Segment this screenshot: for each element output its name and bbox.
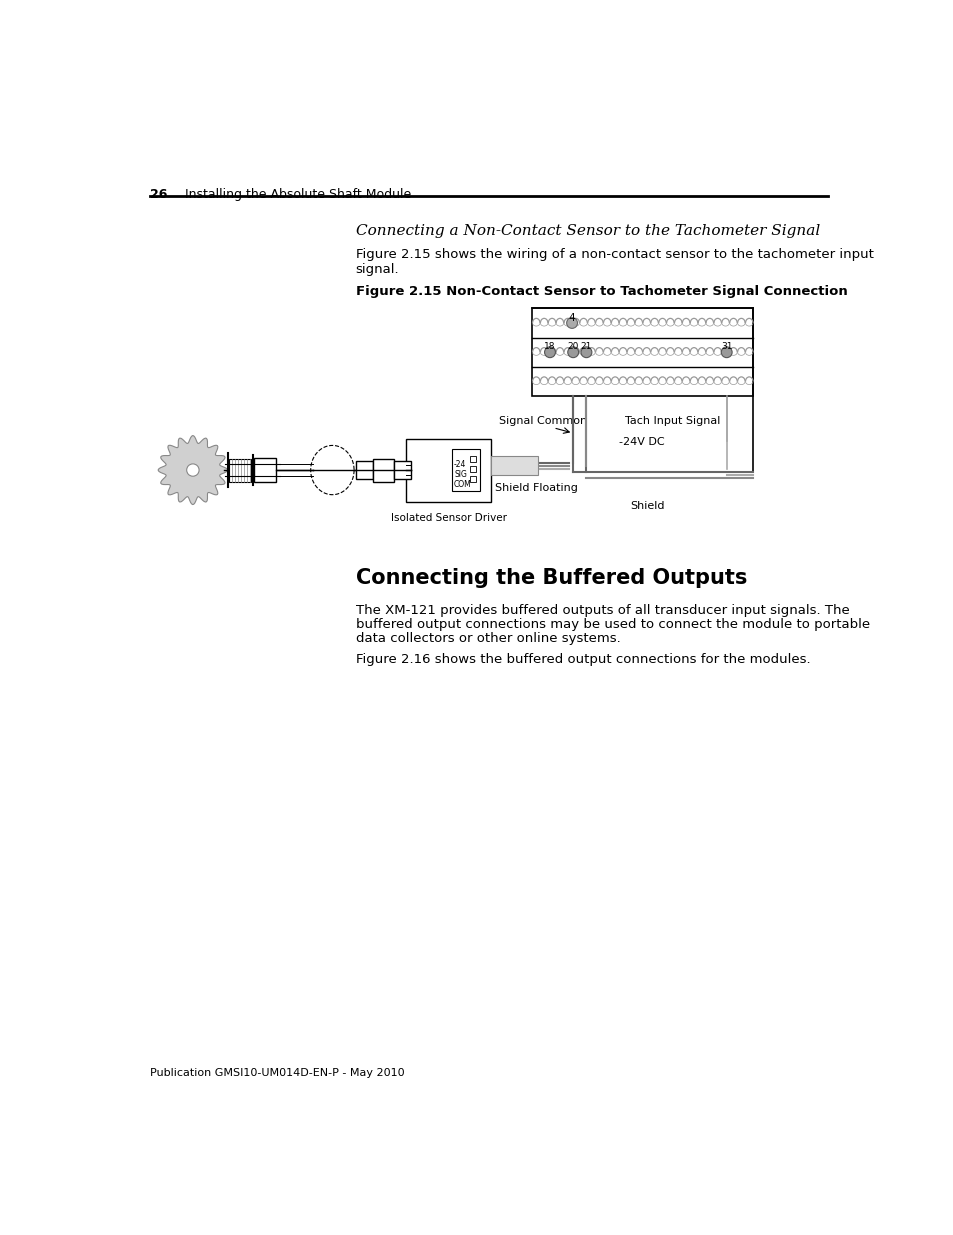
Text: buffered output connections may be used to connect the module to portable: buffered output connections may be used … — [355, 618, 869, 631]
Text: Shield Floating: Shield Floating — [495, 483, 578, 493]
Polygon shape — [158, 436, 228, 505]
Text: Installing the Absolute Shaft Module: Installing the Absolute Shaft Module — [185, 188, 411, 201]
Bar — [406, 440, 491, 503]
Bar — [532, 309, 753, 396]
Circle shape — [544, 347, 555, 358]
Bar — [355, 461, 373, 479]
Bar — [452, 448, 479, 490]
Text: Tach Input Signal: Tach Input Signal — [624, 416, 720, 426]
Bar — [469, 466, 476, 472]
Text: 20: 20 — [567, 342, 578, 351]
Text: Figure 2.15 Non-Contact Sensor to Tachometer Signal Connection: Figure 2.15 Non-Contact Sensor to Tachom… — [355, 285, 846, 299]
Text: data collectors or other online systems.: data collectors or other online systems. — [355, 632, 619, 645]
Text: 26: 26 — [150, 188, 168, 201]
Text: 31: 31 — [720, 342, 732, 351]
Text: Signal Common: Signal Common — [498, 416, 586, 426]
Text: 4: 4 — [568, 312, 575, 324]
Bar — [253, 458, 275, 483]
Bar — [491, 456, 537, 475]
Circle shape — [566, 317, 577, 329]
Circle shape — [187, 464, 199, 477]
Bar — [469, 477, 476, 482]
Text: 18: 18 — [543, 342, 556, 351]
Bar — [394, 461, 411, 479]
Bar — [469, 456, 476, 462]
Text: Connecting a Non-Contact Sensor to the Tachometer Signal: Connecting a Non-Contact Sensor to the T… — [355, 224, 819, 237]
Text: Figure 2.16 shows the buffered output connections for the modules.: Figure 2.16 shows the buffered output co… — [355, 652, 809, 666]
Circle shape — [567, 347, 578, 358]
Text: -24V DC: -24V DC — [618, 437, 664, 447]
Text: Shield: Shield — [630, 501, 664, 511]
Text: 21: 21 — [580, 342, 592, 351]
Bar — [373, 458, 394, 482]
Text: Connecting the Buffered Outputs: Connecting the Buffered Outputs — [355, 568, 746, 588]
Text: Figure 2.15 shows the wiring of a non-contact sensor to the tachometer input: Figure 2.15 shows the wiring of a non-co… — [355, 248, 873, 262]
Circle shape — [720, 347, 731, 358]
Bar — [229, 458, 251, 482]
Text: COM: COM — [454, 480, 472, 489]
Text: The XM-121 provides buffered outputs of all transducer input signals. The: The XM-121 provides buffered outputs of … — [355, 604, 848, 618]
Text: Publication GMSI10-UM014D-EN-P - May 2010: Publication GMSI10-UM014D-EN-P - May 201… — [150, 1068, 404, 1078]
Text: Isolated Sensor Driver: Isolated Sensor Driver — [390, 514, 506, 524]
Circle shape — [580, 347, 591, 358]
Text: -24: -24 — [454, 461, 466, 469]
Text: signal.: signal. — [355, 263, 399, 275]
Text: SIG: SIG — [454, 471, 466, 479]
